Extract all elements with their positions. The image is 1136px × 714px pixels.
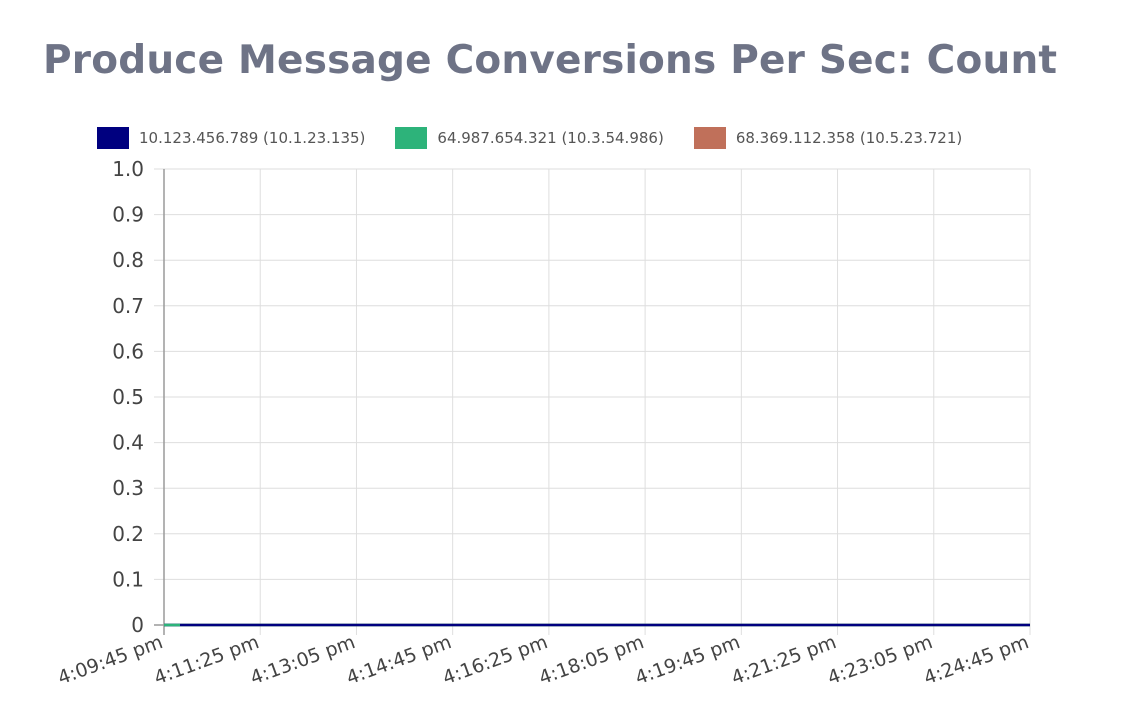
x-tick-label: 4:23:05 pm [825, 631, 936, 689]
x-tick-label: 4:09:45 pm [55, 631, 166, 689]
y-tick-label: 0.6 [112, 339, 144, 363]
x-tick-label: 4:18:05 pm [536, 631, 647, 689]
legend-item[interactable]: 68.369.112.358 (10.5.23.721) [693, 127, 963, 149]
y-tick-label: 0.7 [112, 294, 144, 318]
y-tick-label: 0.9 [112, 203, 144, 227]
y-tick-label: 0.2 [112, 522, 144, 546]
y-tick-label: 1.0 [112, 157, 144, 181]
x-tick-label: 4:13:05 pm [247, 631, 358, 689]
x-tick-label: 4:16:25 pm [440, 631, 551, 689]
x-tick-label: 4:19:45 pm [632, 631, 743, 689]
y-tick-label: 0.4 [112, 431, 144, 455]
y-tick-label: 0.8 [112, 248, 144, 272]
x-tick-label: 4:21:25 pm [729, 631, 840, 689]
legend-label: 68.369.112.358 (10.5.23.721) [735, 129, 963, 147]
y-tick-label: 0.1 [112, 567, 144, 591]
legend-label: 64.987.654.321 (10.3.54.986) [437, 129, 664, 147]
y-tick-label: 0.3 [112, 476, 144, 500]
legend-swatch [395, 127, 428, 149]
chart-legend: 10.123.456.789 (10.1.23.135) 64.987.654.… [97, 127, 992, 149]
legend-item[interactable]: 10.123.456.789 (10.1.23.135) [97, 127, 365, 149]
x-tick-label: 4:11:25 pm [151, 631, 262, 689]
legend-label: 10.123.456.789 (10.1.23.135) [139, 129, 366, 147]
legend-item[interactable]: 64.987.654.321 (10.3.54.986) [395, 127, 664, 149]
y-tick-label: 0 [131, 613, 144, 637]
legend-swatch [97, 127, 129, 149]
legend-swatch [693, 127, 726, 149]
chart-title: Produce Message Conversions Per Sec: Cou… [43, 38, 1058, 83]
y-tick-label: 0.5 [112, 385, 144, 409]
x-tick-label: 4:24:45 pm [921, 631, 1032, 689]
x-tick-label: 4:14:45 pm [344, 631, 455, 689]
